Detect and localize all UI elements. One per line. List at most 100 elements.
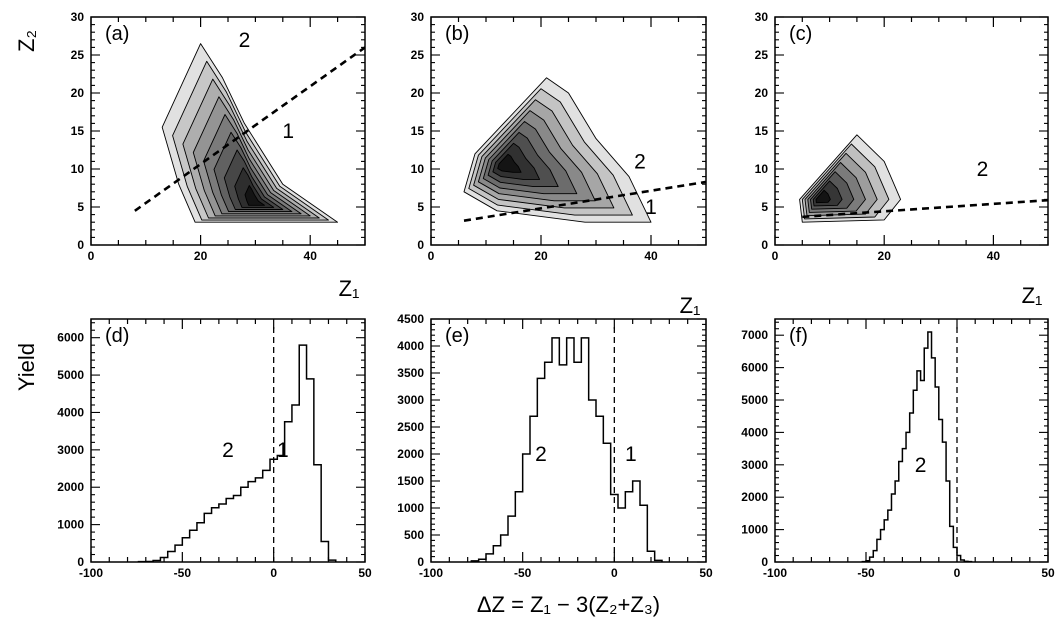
x-tick-label: 20 bbox=[534, 249, 548, 263]
region-label: 1 bbox=[625, 443, 637, 466]
histogram-bin bbox=[277, 455, 284, 562]
histogram-bin bbox=[241, 487, 248, 562]
histogram-bin bbox=[212, 508, 219, 562]
panel-tag: (a) bbox=[105, 23, 129, 45]
histogram-bin bbox=[226, 498, 233, 562]
plot-area bbox=[861, 327, 973, 562]
histogram-bin bbox=[314, 465, 321, 562]
histogram-bin bbox=[640, 505, 647, 562]
histogram-bin bbox=[950, 526, 954, 562]
panel-b: 0 20 40 0 5 10 15 20 25 30 (b) 2 1 Z₁ bbox=[411, 10, 707, 318]
x-tick-label: -100 bbox=[79, 566, 103, 580]
panel-e: -100 -50 0 50050010001500200025003000350040… bbox=[397, 312, 713, 617]
histogram-bin bbox=[559, 365, 566, 562]
histogram-bin bbox=[263, 470, 270, 562]
histogram-bin bbox=[581, 338, 588, 562]
histogram-bin bbox=[935, 387, 939, 562]
y-tick-label: 0 bbox=[77, 238, 84, 252]
y-tick-label: 15 bbox=[71, 124, 85, 138]
x-tick-label: 20 bbox=[878, 249, 892, 263]
histogram-bin bbox=[589, 400, 596, 562]
y-tick-label: 4000 bbox=[57, 405, 84, 419]
region-label: 2 bbox=[222, 439, 234, 462]
plot-area bbox=[463, 77, 706, 223]
y-tick-label: 4000 bbox=[397, 339, 424, 353]
x-tick-label: 0 bbox=[270, 566, 277, 580]
y-tick-label: 5 bbox=[761, 200, 768, 214]
y-tick-label: 3000 bbox=[57, 443, 84, 457]
y-tick-label: 1000 bbox=[397, 501, 424, 515]
y-tick-label: 2000 bbox=[397, 447, 424, 461]
histogram-bin bbox=[891, 494, 895, 562]
histogram-bin bbox=[219, 504, 226, 562]
x-tick-label: 0 bbox=[428, 249, 435, 263]
histogram-outline bbox=[470, 337, 663, 562]
histogram-bin bbox=[567, 338, 574, 562]
x-tick-label: -50 bbox=[174, 566, 192, 580]
x-tick-label: 40 bbox=[644, 249, 658, 263]
region-divider-line bbox=[802, 198, 1048, 219]
x-tick-label: 0 bbox=[954, 566, 961, 580]
panel-a: 0 20 40 0 5 10 15 20 25 30 (a) 2 1 Z₁ Z₂ bbox=[14, 10, 366, 301]
y-tick-label: 3000 bbox=[397, 393, 424, 407]
y-tick-label: 30 bbox=[71, 10, 85, 24]
histogram-bin bbox=[255, 478, 262, 562]
panel-tag: (d) bbox=[105, 325, 129, 347]
histogram-bin bbox=[182, 538, 189, 562]
histogram-bin bbox=[299, 345, 306, 562]
y-tick-label: 10 bbox=[411, 162, 425, 176]
histogram-bin bbox=[307, 379, 314, 562]
histogram-outline bbox=[137, 344, 337, 562]
histogram-bin bbox=[939, 419, 943, 562]
y-tick-label: 6000 bbox=[57, 331, 84, 345]
histogram-bin bbox=[552, 338, 559, 562]
panel-c: 0 20 40 0 5 10 15 20 25 30 (c) 2 Z₁ bbox=[755, 10, 1049, 308]
y-tick-label: 20 bbox=[755, 86, 769, 100]
region-label: 1 bbox=[645, 196, 657, 219]
plot-frame bbox=[774, 318, 1049, 563]
y-tick-label: 2000 bbox=[741, 490, 768, 504]
y-tick-label: 3000 bbox=[741, 458, 768, 472]
histogram-bin bbox=[895, 481, 899, 562]
plot-area bbox=[470, 327, 663, 562]
y-tick-label: 1500 bbox=[397, 474, 424, 488]
y-tick-label: 30 bbox=[755, 10, 769, 24]
region-divider-line bbox=[463, 180, 706, 222]
contour-level-8 bbox=[497, 153, 522, 173]
y-tick-label: 0 bbox=[761, 238, 768, 252]
y-tick-label: 0 bbox=[761, 555, 768, 569]
y-tick-label: 20 bbox=[411, 86, 425, 100]
histogram-bin bbox=[530, 416, 537, 562]
x-tick-label: 0 bbox=[772, 249, 779, 263]
y-tick-label: 30 bbox=[411, 10, 425, 24]
panel-tag: (f) bbox=[789, 325, 808, 347]
x-tick-label: 0 bbox=[611, 566, 618, 580]
y-tick-label: 4000 bbox=[741, 425, 768, 439]
x-axis-title: ΔZ = Z₁ − 3(Z₂+Z₃) bbox=[477, 592, 660, 617]
histogram-bin bbox=[523, 454, 530, 562]
region-label: 2 bbox=[977, 158, 989, 181]
histogram-bin bbox=[537, 378, 544, 562]
histogram-bin bbox=[574, 362, 581, 562]
panel-tag: (c) bbox=[789, 23, 812, 45]
y-tick-label: 2500 bbox=[397, 420, 424, 434]
histogram-bin bbox=[888, 510, 892, 562]
y-tick-label: 25 bbox=[71, 48, 85, 62]
x-tick-label: 40 bbox=[987, 249, 1001, 263]
histogram-bin bbox=[633, 481, 640, 562]
region-label: 1 bbox=[282, 120, 294, 143]
histogram-bin bbox=[884, 520, 888, 562]
y-tick-label: 5 bbox=[77, 200, 84, 214]
y-tick-label: 4500 bbox=[397, 312, 424, 326]
y-tick-label: 7000 bbox=[741, 328, 768, 342]
y-tick-label: 0 bbox=[417, 555, 424, 569]
histogram-bin bbox=[902, 449, 906, 562]
region-label: 2 bbox=[634, 150, 646, 173]
plot-area bbox=[799, 134, 1048, 223]
histogram-bin bbox=[248, 482, 255, 562]
plot-area bbox=[134, 43, 365, 223]
panel-tag: (e) bbox=[445, 325, 469, 347]
histogram-outline bbox=[861, 331, 973, 562]
x-tick-label: 50 bbox=[358, 566, 372, 580]
